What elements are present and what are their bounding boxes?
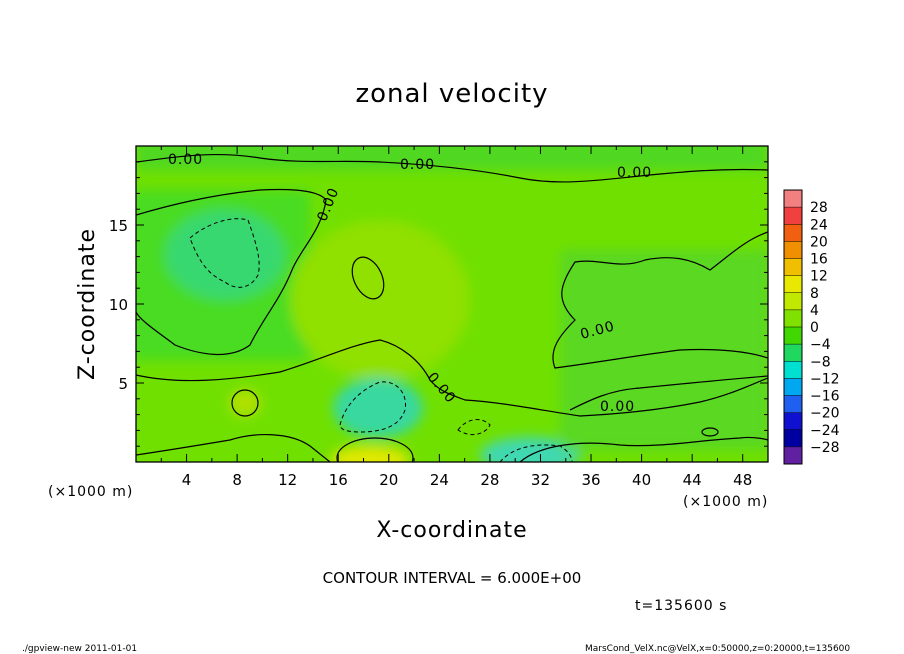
colorbar-swatch [784,378,802,396]
x-tick-label: 12 [278,471,297,489]
contour-dashed-lines [189,218,573,462]
contour-lines [136,153,768,462]
contour-negative-upper-left [189,218,260,288]
field-negative-cell-upper-left [165,210,285,300]
field-positive-cell-bottom [330,446,410,462]
x-tick-label: 44 [683,471,702,489]
colorbar-swatch [784,190,802,208]
contour-zero-top [136,153,768,183]
colorbar-swatch [784,292,802,310]
colorbar-label: −24 [810,423,840,439]
contour-small-cell-right [701,427,719,437]
x-tick-label: 24 [430,471,449,489]
field-band-right [560,250,768,450]
colorbar-label: 0 [810,320,819,336]
colorbar-label: 4 [810,303,819,319]
colorbar-label: 24 [810,217,828,233]
colorbar-swatch [784,327,802,345]
colorbar-swatch [784,275,802,293]
contour-label: 0.00 [600,399,635,415]
time-note: t=135600 s [635,598,727,614]
y-tick-label: 5 [118,375,128,393]
x-tick-label: 40 [632,471,651,489]
contour-zero-lower-right [569,375,768,411]
x-tick-label: 8 [232,471,242,489]
contour-positive-cell-center [351,256,385,300]
colorbar-label: −4 [810,337,831,353]
contour-label: 0.00 [168,152,203,168]
colorbar-swatch [784,361,802,379]
field-positive-band-center [290,220,470,380]
contour-zero-bottom-right [519,436,768,462]
x-tick-label: 32 [531,471,550,489]
colorbar-swatch [784,412,802,430]
colorbar-label: 12 [810,269,828,285]
y-tick-label: 15 [109,217,128,235]
colorbar-label: −8 [810,354,831,370]
colorbar-swatch [784,395,802,413]
contour-negative-bottom [499,444,573,462]
y-tick-label: 10 [109,296,128,314]
contour-label: 0.00 [400,157,435,173]
x-axis-label: X-coordinate [376,518,527,543]
contour-negative-lower [339,381,407,433]
colorbar-label: −20 [810,406,840,422]
contour-zero-center-lower [136,339,768,417]
footer-right: MarsCond_VelX.nc@VelX,x=0:50000,z=0:2000… [585,644,850,654]
contour-negative-small [457,419,491,436]
x-tick-label: 28 [480,471,499,489]
contour-label: 0.00 [617,165,652,181]
colorbar-label: 8 [810,286,819,302]
colorbar-swatch [784,258,802,276]
footer-left: ./gpview-new 2011-01-01 [22,644,137,654]
x-tick-label: 16 [329,471,348,489]
contour-positive-cell-left [231,389,259,417]
colorbar-swatch [784,446,802,464]
x-tick-label: 4 [182,471,192,489]
field-band-top [136,146,768,170]
colorbar-label: 28 [810,200,828,216]
colorbar-label: −28 [810,440,840,456]
colorbar-label: 16 [810,252,828,268]
x-unit-note-right: (×1000 m) [683,494,768,510]
colorbar-swatch [784,309,802,327]
contour-zero-bottom [136,434,331,462]
colorbar-swatch [784,207,802,225]
y-axis-ticks: 5 10 15 [109,145,768,463]
field-positive-cell-left [229,389,261,417]
colorbar-swatch [784,429,802,447]
colorbar-label: 20 [810,234,828,250]
velocity-field [136,146,768,462]
contour-positive-cell-bottom [336,437,414,462]
x-tick-label: 20 [379,471,398,489]
colorbar-swatch [784,241,802,259]
chart-title: zonal velocity [355,79,548,109]
colorbar-label: −12 [810,371,840,387]
colorbar-label: −16 [810,389,840,405]
contour-zero-upper-left [136,188,327,355]
field-negative-cell-bottom [480,437,580,462]
field-negative-cell-lower [333,378,423,438]
x-axis-ticks: 4 8 12 16 20 24 28 32 36 40 44 48 [135,146,769,489]
contour-interval-note: CONTOUR INTERVAL = 6.000E+00 [323,569,582,587]
colorbar-swatch [784,344,802,362]
y-axis-label: Z-coordinate [75,228,100,380]
colorbar-frame [783,189,803,465]
x-tick-label: 36 [581,471,600,489]
colorbar-swatch [784,224,802,242]
x-unit-note-left: (×1000 m) [48,484,133,500]
x-tick-label: 48 [733,471,752,489]
contour-zero-right [552,231,768,369]
